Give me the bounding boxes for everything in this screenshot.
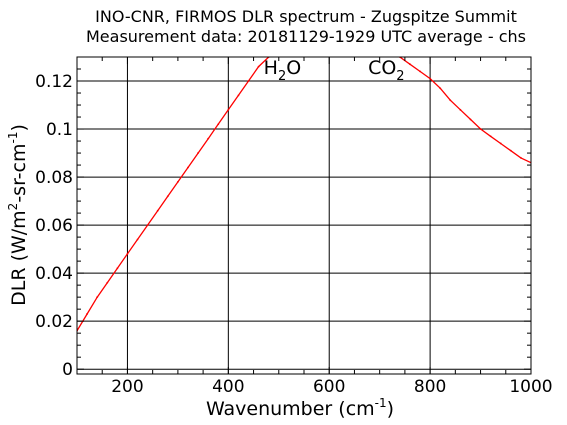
x-tick-label-2: 600 bbox=[313, 377, 345, 397]
x-tick-label-0: 200 bbox=[111, 377, 143, 397]
x-tick-labels: 200 400 600 800 1000 bbox=[111, 377, 552, 397]
annotation-0: H2O bbox=[264, 57, 302, 84]
series-0-point bbox=[389, 51, 391, 53]
y-axis-label-part2: -sr-cm bbox=[8, 144, 30, 203]
plot-frame bbox=[76, 56, 532, 375]
series-0-point bbox=[278, 49, 280, 51]
series-0-point bbox=[257, 65, 260, 68]
series-0-point bbox=[197, 152, 199, 154]
series-0-point bbox=[247, 80, 250, 82]
series-0-point bbox=[146, 224, 149, 227]
series-0-point bbox=[409, 63, 411, 66]
series-0-point bbox=[479, 128, 482, 130]
series-0-point bbox=[449, 99, 452, 102]
series-0-point bbox=[439, 87, 442, 90]
x-axis-label: Wavenumber (cm-1) bbox=[206, 396, 394, 420]
x-tick-label-3: 800 bbox=[414, 377, 446, 397]
x-axis-label-close: ) bbox=[387, 398, 394, 420]
series-0-point bbox=[96, 296, 99, 299]
series-0-point bbox=[429, 77, 432, 80]
y-tick-labels: 0 0.02 0.04 0.06 0.08 0.1 0.12 bbox=[35, 72, 73, 380]
chart-title-line-1: INO-CNR, FIRMOS DLR spectrum - Zugspitze… bbox=[95, 7, 517, 26]
series-0-point bbox=[207, 137, 210, 140]
series-0-point bbox=[217, 123, 220, 126]
x-tick-label-1: 400 bbox=[212, 377, 244, 397]
y-tick-label-5: 0.1 bbox=[46, 120, 73, 140]
annotation-1: CO2 bbox=[368, 57, 405, 84]
series-0-point bbox=[419, 70, 421, 73]
y-axis-label-part1: DLR (W/m bbox=[8, 210, 30, 306]
series-0-point bbox=[126, 253, 129, 255]
y-tick-label-2: 0.04 bbox=[35, 264, 73, 284]
x-axis-label-main: Wavenumber (cm bbox=[206, 398, 375, 420]
y-axis-label-sup2: -1 bbox=[6, 132, 20, 144]
series-0-point bbox=[459, 108, 462, 111]
series-0-point bbox=[176, 180, 179, 183]
annotations: H2O CO2 bbox=[264, 57, 405, 84]
series-0-point bbox=[116, 267, 119, 270]
series-0-point bbox=[86, 313, 88, 315]
series-0-point bbox=[469, 118, 472, 121]
series-0-line bbox=[77, 57, 531, 332]
series-layer bbox=[77, 49, 531, 332]
y-axis-label-sup1: 2 bbox=[6, 203, 20, 211]
y-tick-label-3: 0.06 bbox=[35, 216, 73, 236]
y-axis-label-close: ) bbox=[8, 124, 30, 131]
series-0-point bbox=[499, 142, 502, 145]
grid bbox=[77, 57, 531, 374]
x-axis-label-sup: -1 bbox=[375, 396, 387, 410]
series-0-point bbox=[237, 94, 240, 97]
y-tick-label-0: 0 bbox=[62, 360, 73, 380]
series-0-point bbox=[489, 135, 492, 138]
y-tick-label-1: 0.02 bbox=[35, 312, 73, 332]
series-0-point bbox=[509, 149, 512, 152]
chart-title-line-2: Measurement data: 20181129-1929 UTC aver… bbox=[86, 27, 526, 46]
y-tick-label-6: 0.12 bbox=[35, 72, 73, 92]
series-0-point bbox=[106, 281, 109, 284]
tick-marks bbox=[76, 56, 532, 374]
series-0-point bbox=[156, 209, 159, 212]
series-0-point bbox=[227, 108, 230, 111]
series-0-point bbox=[187, 166, 189, 169]
series-0-point bbox=[136, 238, 139, 241]
y-axis-label: DLR (W/m2-sr-cm-1) bbox=[6, 124, 30, 306]
series-0-point bbox=[166, 195, 169, 198]
series-0-point bbox=[520, 156, 522, 159]
x-tick-label-4: 1000 bbox=[509, 377, 552, 397]
y-tick-label-4: 0.08 bbox=[35, 168, 73, 188]
